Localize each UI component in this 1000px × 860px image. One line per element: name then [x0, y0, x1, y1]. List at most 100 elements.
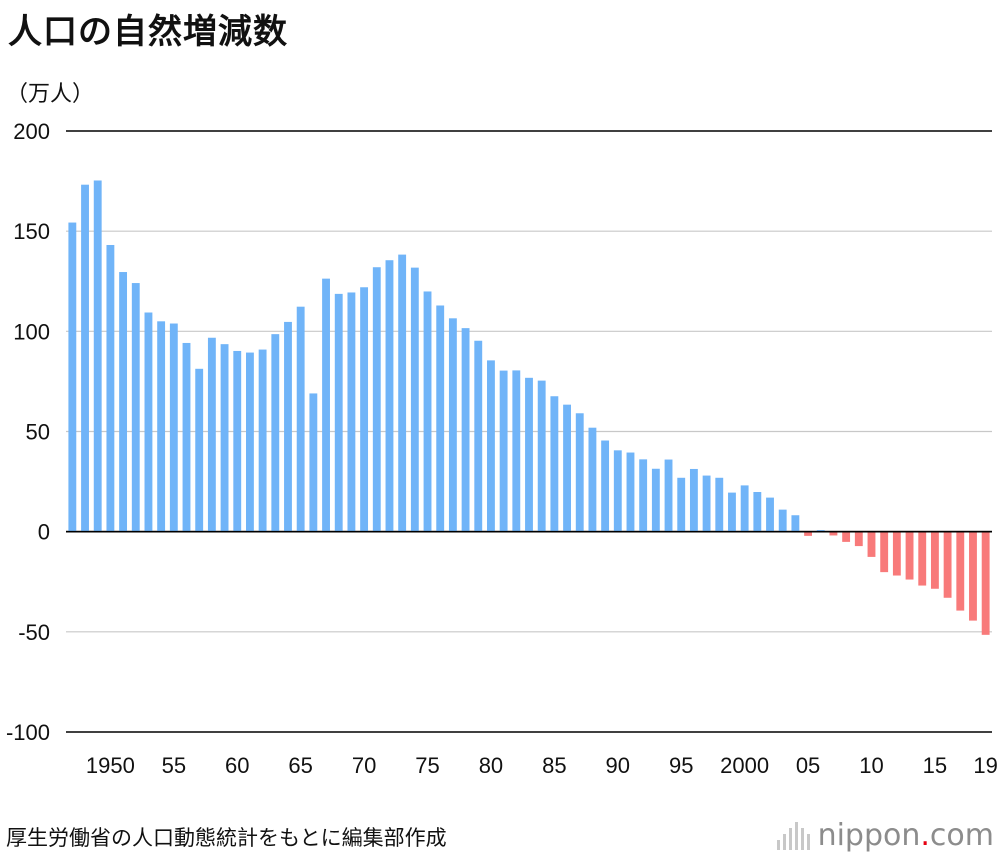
bar-2005: [804, 531, 813, 536]
bar-1991: [626, 452, 635, 532]
x-tick-label: 60: [225, 753, 249, 778]
bar-1968: [334, 293, 343, 532]
bar-1960: [233, 350, 242, 532]
x-tick-label: 85: [542, 753, 566, 778]
logo-text-suffix: com: [929, 818, 994, 853]
logo-text-prefix: nippon: [817, 818, 921, 853]
bar-2001: [753, 492, 762, 532]
bar-1957: [195, 368, 204, 532]
bar-1971: [372, 267, 381, 532]
bar-1958: [207, 337, 216, 532]
bar-2014: [918, 531, 927, 586]
x-tick-label: 95: [669, 753, 693, 778]
bar-2011: [880, 531, 889, 573]
bar-1990: [613, 450, 622, 532]
bar-2016: [943, 531, 952, 598]
x-tick-label: 75: [415, 753, 439, 778]
bar-1949: [93, 180, 102, 532]
y-tick-label: 200: [13, 119, 50, 144]
bar-1959: [220, 344, 229, 532]
bar-1998: [715, 477, 724, 532]
bar-1956: [182, 342, 191, 532]
bar-1974: [410, 267, 419, 532]
bar-1952: [131, 283, 140, 532]
bar-2003: [778, 509, 787, 532]
bar-1967: [322, 278, 330, 532]
bar-1970: [360, 287, 369, 532]
x-tick-label: 15: [923, 753, 947, 778]
bar-2007: [829, 531, 838, 536]
x-tick-label: 55: [162, 753, 186, 778]
y-tick-label: 100: [13, 319, 50, 344]
bar-1973: [398, 254, 407, 532]
bar-1961: [245, 352, 254, 532]
bar-1992: [639, 459, 648, 532]
bar-1997: [702, 475, 711, 532]
x-tick-label: 90: [606, 753, 630, 778]
bar-2002: [766, 497, 774, 532]
bar-1947: [68, 222, 77, 532]
bar-1954: [157, 321, 166, 532]
y-axis-unit-label: （万人）: [6, 82, 95, 107]
bar-1988: [588, 427, 597, 532]
bar-1994: [664, 459, 673, 532]
y-tick-label: 50: [26, 420, 50, 445]
bar-1963: [271, 334, 280, 532]
bar-2008: [842, 531, 851, 542]
bar-1987: [575, 413, 584, 532]
bar-1983: [525, 377, 533, 532]
x-tick-label: 65: [288, 753, 312, 778]
bar-2012: [892, 531, 901, 576]
x-tick-label: 19: [973, 753, 997, 778]
bar-1989: [601, 440, 610, 532]
bar-1966: [309, 393, 318, 532]
x-tick-label: 80: [479, 753, 503, 778]
bar-1978: [461, 328, 470, 532]
bar-2010: [867, 531, 876, 557]
bar-2019: [981, 531, 990, 635]
bar-1982: [512, 370, 521, 532]
bar-1955: [169, 323, 178, 532]
bar-1972: [385, 260, 394, 532]
bar-2017: [956, 531, 965, 611]
bar-1976: [436, 305, 445, 532]
x-tick-label: 1950: [86, 753, 135, 778]
bar-1951: [119, 272, 128, 532]
x-tick-label: 2000: [720, 753, 769, 778]
bar-1986: [563, 404, 571, 532]
bar-1985: [550, 396, 559, 532]
y-tick-label: 0: [38, 520, 50, 545]
bar-1948: [81, 184, 89, 532]
x-tick-label: 05: [796, 753, 820, 778]
bar-2004: [791, 515, 800, 532]
bar-1965: [296, 306, 305, 532]
bar-1969: [347, 292, 356, 532]
nippon-logo: nippon. com: [776, 818, 994, 853]
y-tick-label: 150: [13, 219, 50, 244]
logo-bars-icon: [776, 821, 810, 850]
x-tick-label: 10: [859, 753, 883, 778]
bar-2006: [816, 530, 825, 532]
bar-1977: [448, 318, 457, 532]
y-tick-label: -50: [18, 620, 50, 645]
bar-1995: [677, 477, 686, 532]
bar-1979: [474, 340, 483, 532]
bar-1962: [258, 349, 267, 532]
y-tick-label: -100: [6, 720, 50, 745]
bar-1984: [537, 380, 546, 532]
bar-2000: [740, 485, 749, 532]
bar-1996: [689, 468, 698, 532]
bar-2018: [969, 531, 977, 621]
source-note: 厚生労働省の人口動態統計をもとに編集部作成: [6, 826, 447, 850]
bar-1953: [144, 312, 153, 532]
x-tick-label: 70: [352, 753, 376, 778]
bar-2009: [854, 531, 863, 547]
bar-1964: [284, 321, 292, 532]
bar-1999: [728, 492, 736, 532]
logo-dot: .: [920, 818, 930, 853]
bar-1980: [487, 360, 495, 532]
bar-2015: [930, 531, 939, 589]
bar-1975: [423, 291, 432, 532]
bar-2013: [905, 531, 914, 580]
